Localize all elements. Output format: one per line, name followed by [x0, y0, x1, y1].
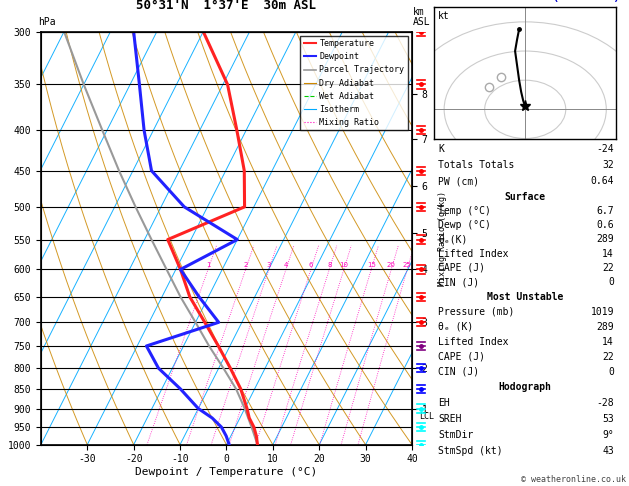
Text: Lifted Index: Lifted Index	[438, 337, 509, 347]
Text: 1019: 1019	[591, 307, 614, 317]
Text: CAPE (J): CAPE (J)	[438, 351, 486, 362]
Text: StmSpd (kt): StmSpd (kt)	[438, 446, 503, 456]
Text: 22: 22	[602, 263, 614, 273]
Text: -24: -24	[596, 144, 614, 154]
Text: 20: 20	[387, 261, 396, 268]
Text: 9°: 9°	[602, 430, 614, 440]
Text: 14: 14	[602, 248, 614, 259]
Text: 0: 0	[608, 277, 614, 287]
X-axis label: Dewpoint / Temperature (°C): Dewpoint / Temperature (°C)	[135, 467, 318, 477]
Text: Mixing Ratio (g/kg): Mixing Ratio (g/kg)	[438, 191, 447, 286]
Text: CIN (J): CIN (J)	[438, 277, 479, 287]
Text: 14: 14	[602, 337, 614, 347]
Text: 43: 43	[602, 446, 614, 456]
Text: 22: 22	[602, 351, 614, 362]
Text: 0: 0	[608, 366, 614, 377]
Text: 6.7: 6.7	[596, 206, 614, 216]
Text: 20.04.2024  00GMT (Base: 00): 20.04.2024 00GMT (Base: 00)	[431, 0, 620, 2]
Text: 289: 289	[596, 234, 614, 244]
Text: EH: EH	[438, 398, 450, 408]
Text: 2: 2	[243, 261, 248, 268]
Text: 15: 15	[367, 261, 376, 268]
Text: km
ASL: km ASL	[413, 7, 431, 27]
Text: 25: 25	[403, 261, 411, 268]
Text: 53: 53	[602, 414, 614, 424]
Text: Pressure (mb): Pressure (mb)	[438, 307, 515, 317]
Text: Surface: Surface	[504, 191, 546, 202]
Text: 8: 8	[327, 261, 331, 268]
Text: -28: -28	[596, 398, 614, 408]
Text: 0.64: 0.64	[591, 176, 614, 187]
Text: CAPE (J): CAPE (J)	[438, 263, 486, 273]
Text: Hodograph: Hodograph	[499, 382, 552, 392]
Text: Temp (°C): Temp (°C)	[438, 206, 491, 216]
Text: LCL: LCL	[420, 412, 435, 420]
Text: CIN (J): CIN (J)	[438, 366, 479, 377]
Text: Totals Totals: Totals Totals	[438, 160, 515, 170]
Text: StmDir: StmDir	[438, 430, 474, 440]
Text: 10: 10	[340, 261, 348, 268]
Text: 1: 1	[206, 261, 210, 268]
Text: 6: 6	[309, 261, 313, 268]
Text: 50°31'N  1°37'E  30m ASL: 50°31'N 1°37'E 30m ASL	[136, 0, 316, 12]
Text: K: K	[438, 144, 444, 154]
Legend: Temperature, Dewpoint, Parcel Trajectory, Dry Adiabat, Wet Adiabat, Isotherm, Mi: Temperature, Dewpoint, Parcel Trajectory…	[300, 36, 408, 130]
Text: 3: 3	[267, 261, 271, 268]
Text: 4: 4	[284, 261, 288, 268]
Text: θₑ(K): θₑ(K)	[438, 234, 468, 244]
Text: kt: kt	[438, 11, 449, 21]
Text: 32: 32	[602, 160, 614, 170]
Text: Most Unstable: Most Unstable	[487, 292, 564, 302]
Text: PW (cm): PW (cm)	[438, 176, 479, 187]
Text: θₑ (K): θₑ (K)	[438, 322, 474, 331]
Text: © weatheronline.co.uk: © weatheronline.co.uk	[521, 474, 626, 484]
Text: Lifted Index: Lifted Index	[438, 248, 509, 259]
Text: Dewp (°C): Dewp (°C)	[438, 220, 491, 230]
Text: SREH: SREH	[438, 414, 462, 424]
Text: 289: 289	[596, 322, 614, 331]
Text: hPa: hPa	[38, 17, 55, 27]
Text: 0.6: 0.6	[596, 220, 614, 230]
